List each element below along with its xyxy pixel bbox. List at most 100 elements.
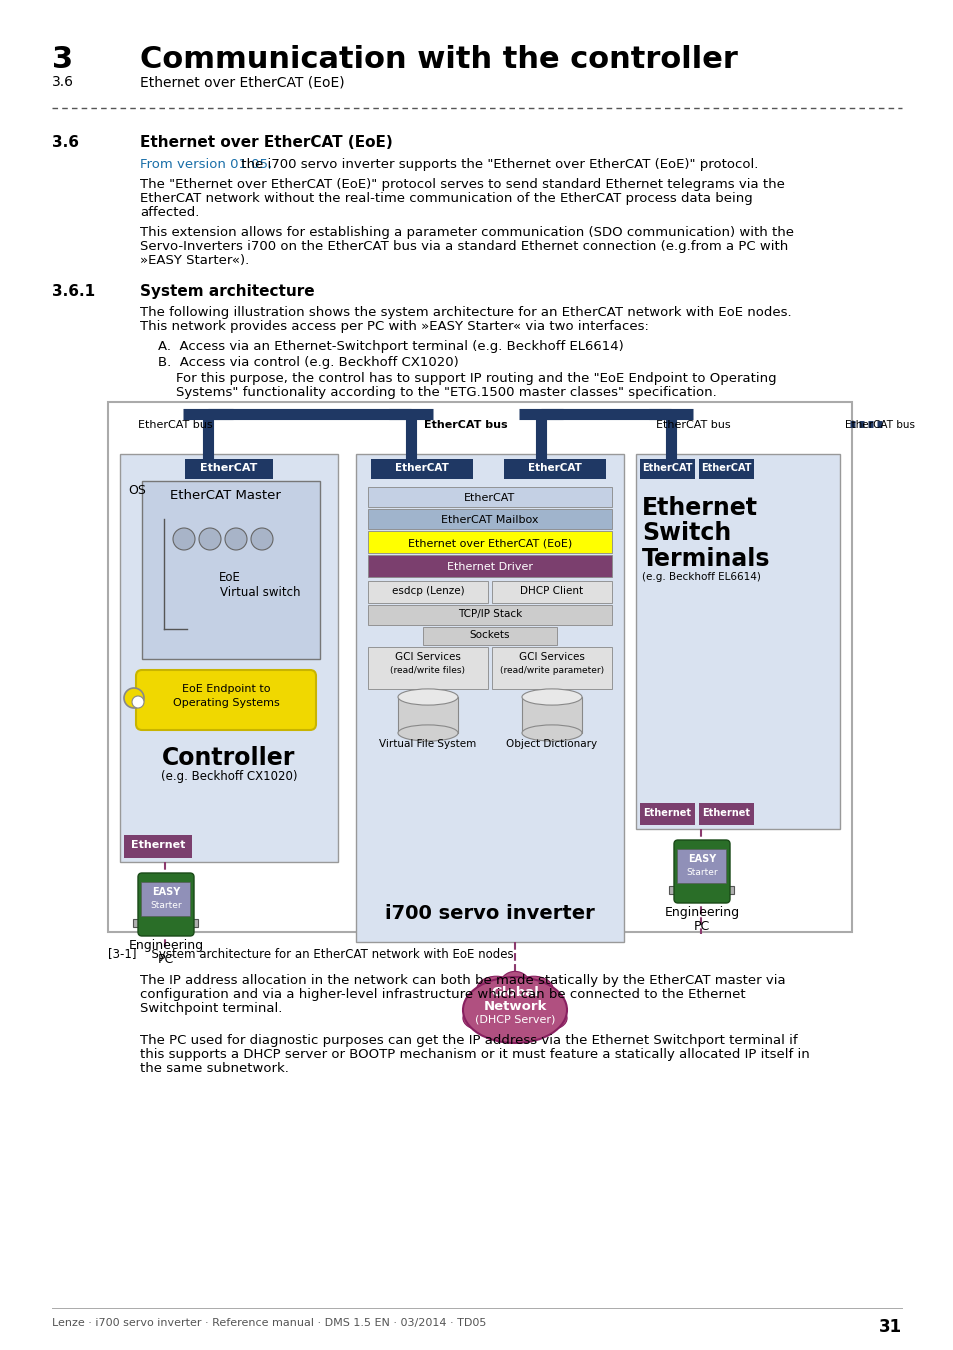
Text: TCP/IP Stack: TCP/IP Stack	[457, 609, 521, 620]
Circle shape	[225, 528, 247, 549]
Ellipse shape	[462, 977, 566, 1044]
Text: EtherCAT bus: EtherCAT bus	[844, 420, 914, 431]
Bar	[699, 803, 753, 825]
Bar	[503, 459, 605, 479]
Text: This extension allows for establishing a parameter communication (SDO communicat: This extension allows for establishing a…	[140, 225, 793, 239]
Ellipse shape	[521, 725, 581, 741]
Text: The PC used for diagnostic purposes can get the IP address via the Ethernet Swit: The PC used for diagnostic purposes can …	[140, 1034, 797, 1048]
Bar	[492, 647, 612, 688]
Bar	[521, 697, 581, 733]
Bar	[368, 647, 488, 688]
Text: Lenze · i700 servo inverter · Reference manual · DMS 1.5 EN · 03/2014 · TD05: Lenze · i700 servo inverter · Reference …	[52, 1318, 486, 1328]
Bar	[371, 459, 473, 479]
Bar	[368, 531, 612, 554]
Circle shape	[172, 528, 194, 549]
Text: DHCP Client: DHCP Client	[520, 586, 583, 595]
Text: »EASY Starter«).: »EASY Starter«).	[140, 254, 249, 267]
Text: 3.6: 3.6	[52, 135, 79, 150]
FancyBboxPatch shape	[673, 840, 729, 903]
Text: (DHCP Server): (DHCP Server)	[475, 1014, 555, 1025]
Text: Starter: Starter	[150, 900, 182, 910]
Text: EoE: EoE	[219, 571, 241, 585]
Bar	[124, 836, 192, 859]
Text: Switch: Switch	[641, 521, 731, 545]
Bar	[492, 580, 612, 603]
Ellipse shape	[514, 976, 553, 1003]
Text: GCI Services: GCI Services	[395, 652, 460, 662]
Text: Object Dictionary: Object Dictionary	[506, 738, 597, 749]
Text: PC: PC	[157, 953, 174, 967]
Text: Ethernet over EtherCAT (EoE): Ethernet over EtherCAT (EoE)	[140, 76, 344, 89]
Text: i700 servo inverter: i700 servo inverter	[385, 904, 595, 923]
Text: EtherCAT Mailbox: EtherCAT Mailbox	[441, 514, 538, 525]
Bar	[368, 487, 612, 508]
Text: EtherCAT: EtherCAT	[200, 463, 257, 472]
Bar	[677, 849, 726, 883]
Bar	[185, 459, 273, 479]
Ellipse shape	[476, 976, 516, 1003]
Text: Operating Systems: Operating Systems	[172, 698, 279, 707]
Bar	[699, 459, 753, 479]
Text: 3: 3	[52, 45, 73, 74]
Bar	[141, 882, 191, 917]
Text: Communication with the controller: Communication with the controller	[140, 45, 737, 74]
Text: Starter: Starter	[685, 868, 717, 878]
Text: EASY: EASY	[687, 855, 716, 864]
Text: EoE Endpoint to: EoE Endpoint to	[182, 684, 270, 694]
Ellipse shape	[533, 1007, 566, 1030]
Text: Ethernet over EtherCAT (EoE): Ethernet over EtherCAT (EoE)	[408, 539, 572, 548]
Text: configuration and via a higher-level infrastructure which can be connected to th: configuration and via a higher-level inf…	[140, 988, 745, 1000]
Text: 3.6: 3.6	[52, 76, 74, 89]
Bar	[133, 919, 198, 927]
Text: Terminals: Terminals	[641, 547, 770, 571]
Text: Sockets: Sockets	[469, 630, 510, 640]
Circle shape	[132, 697, 144, 707]
Text: Systems" functionality according to the "ETG.1500 master classes" specification.: Systems" functionality according to the …	[175, 386, 716, 400]
Text: OS: OS	[128, 485, 146, 497]
Circle shape	[199, 528, 221, 549]
Text: GCI Services: GCI Services	[518, 652, 584, 662]
Bar	[669, 886, 734, 894]
FancyBboxPatch shape	[138, 873, 193, 936]
Text: (e.g. Beckhoff EL6614): (e.g. Beckhoff EL6614)	[641, 572, 760, 582]
Bar	[397, 697, 457, 733]
Text: EtherCAT: EtherCAT	[464, 493, 515, 504]
Text: B.  Access via control (e.g. Beckhoff CX1020): B. Access via control (e.g. Beckhoff CX1…	[158, 356, 458, 369]
Bar	[639, 803, 695, 825]
Bar	[108, 402, 851, 931]
Text: System architecture: System architecture	[140, 284, 314, 298]
Text: Switchpoint terminal.: Switchpoint terminal.	[140, 1002, 282, 1015]
Bar	[120, 454, 337, 863]
Text: Ethernet: Ethernet	[641, 495, 758, 520]
Text: The "Ethernet over EtherCAT (EoE)" protocol serves to send standard Ethernet tel: The "Ethernet over EtherCAT (EoE)" proto…	[140, 178, 784, 190]
Text: esdcp (Lenze): esdcp (Lenze)	[392, 586, 464, 595]
Text: Ethernet over EtherCAT (EoE): Ethernet over EtherCAT (EoE)	[140, 135, 393, 150]
Bar	[355, 454, 623, 942]
Bar	[142, 481, 319, 659]
Text: Global: Global	[491, 986, 538, 999]
Ellipse shape	[397, 725, 457, 741]
Text: This network provides access per PC with »EASY Starter« via two interfaces:: This network provides access per PC with…	[140, 320, 648, 333]
Ellipse shape	[397, 688, 457, 705]
Text: EASY: EASY	[152, 887, 180, 896]
Text: EtherCAT: EtherCAT	[641, 463, 692, 472]
Text: The IP address allocation in the network can both be made statically by the Ethe: The IP address allocation in the network…	[140, 973, 785, 987]
Text: (read/write files): (read/write files)	[390, 666, 465, 675]
Ellipse shape	[521, 688, 581, 705]
Text: the i700 servo inverter supports the "Ethernet over EtherCAT (EoE)" protocol.: the i700 servo inverter supports the "Et…	[236, 158, 758, 171]
Text: (read/write parameter): (read/write parameter)	[499, 666, 603, 675]
Text: For this purpose, the control has to support IP routing and the "EoE Endpoint to: For this purpose, the control has to sup…	[175, 373, 776, 385]
Text: EtherCAT bus: EtherCAT bus	[424, 420, 507, 431]
Circle shape	[124, 688, 144, 707]
Bar	[368, 555, 612, 576]
Text: Ethernet: Ethernet	[701, 809, 750, 818]
Text: Engineering: Engineering	[663, 906, 739, 919]
Bar	[138, 879, 193, 919]
Bar	[368, 605, 612, 625]
FancyBboxPatch shape	[136, 670, 315, 730]
Bar	[368, 580, 488, 603]
Circle shape	[251, 528, 273, 549]
Text: EtherCAT bus: EtherCAT bus	[137, 420, 213, 431]
Text: 31: 31	[878, 1318, 901, 1336]
Text: EtherCAT: EtherCAT	[395, 463, 449, 472]
